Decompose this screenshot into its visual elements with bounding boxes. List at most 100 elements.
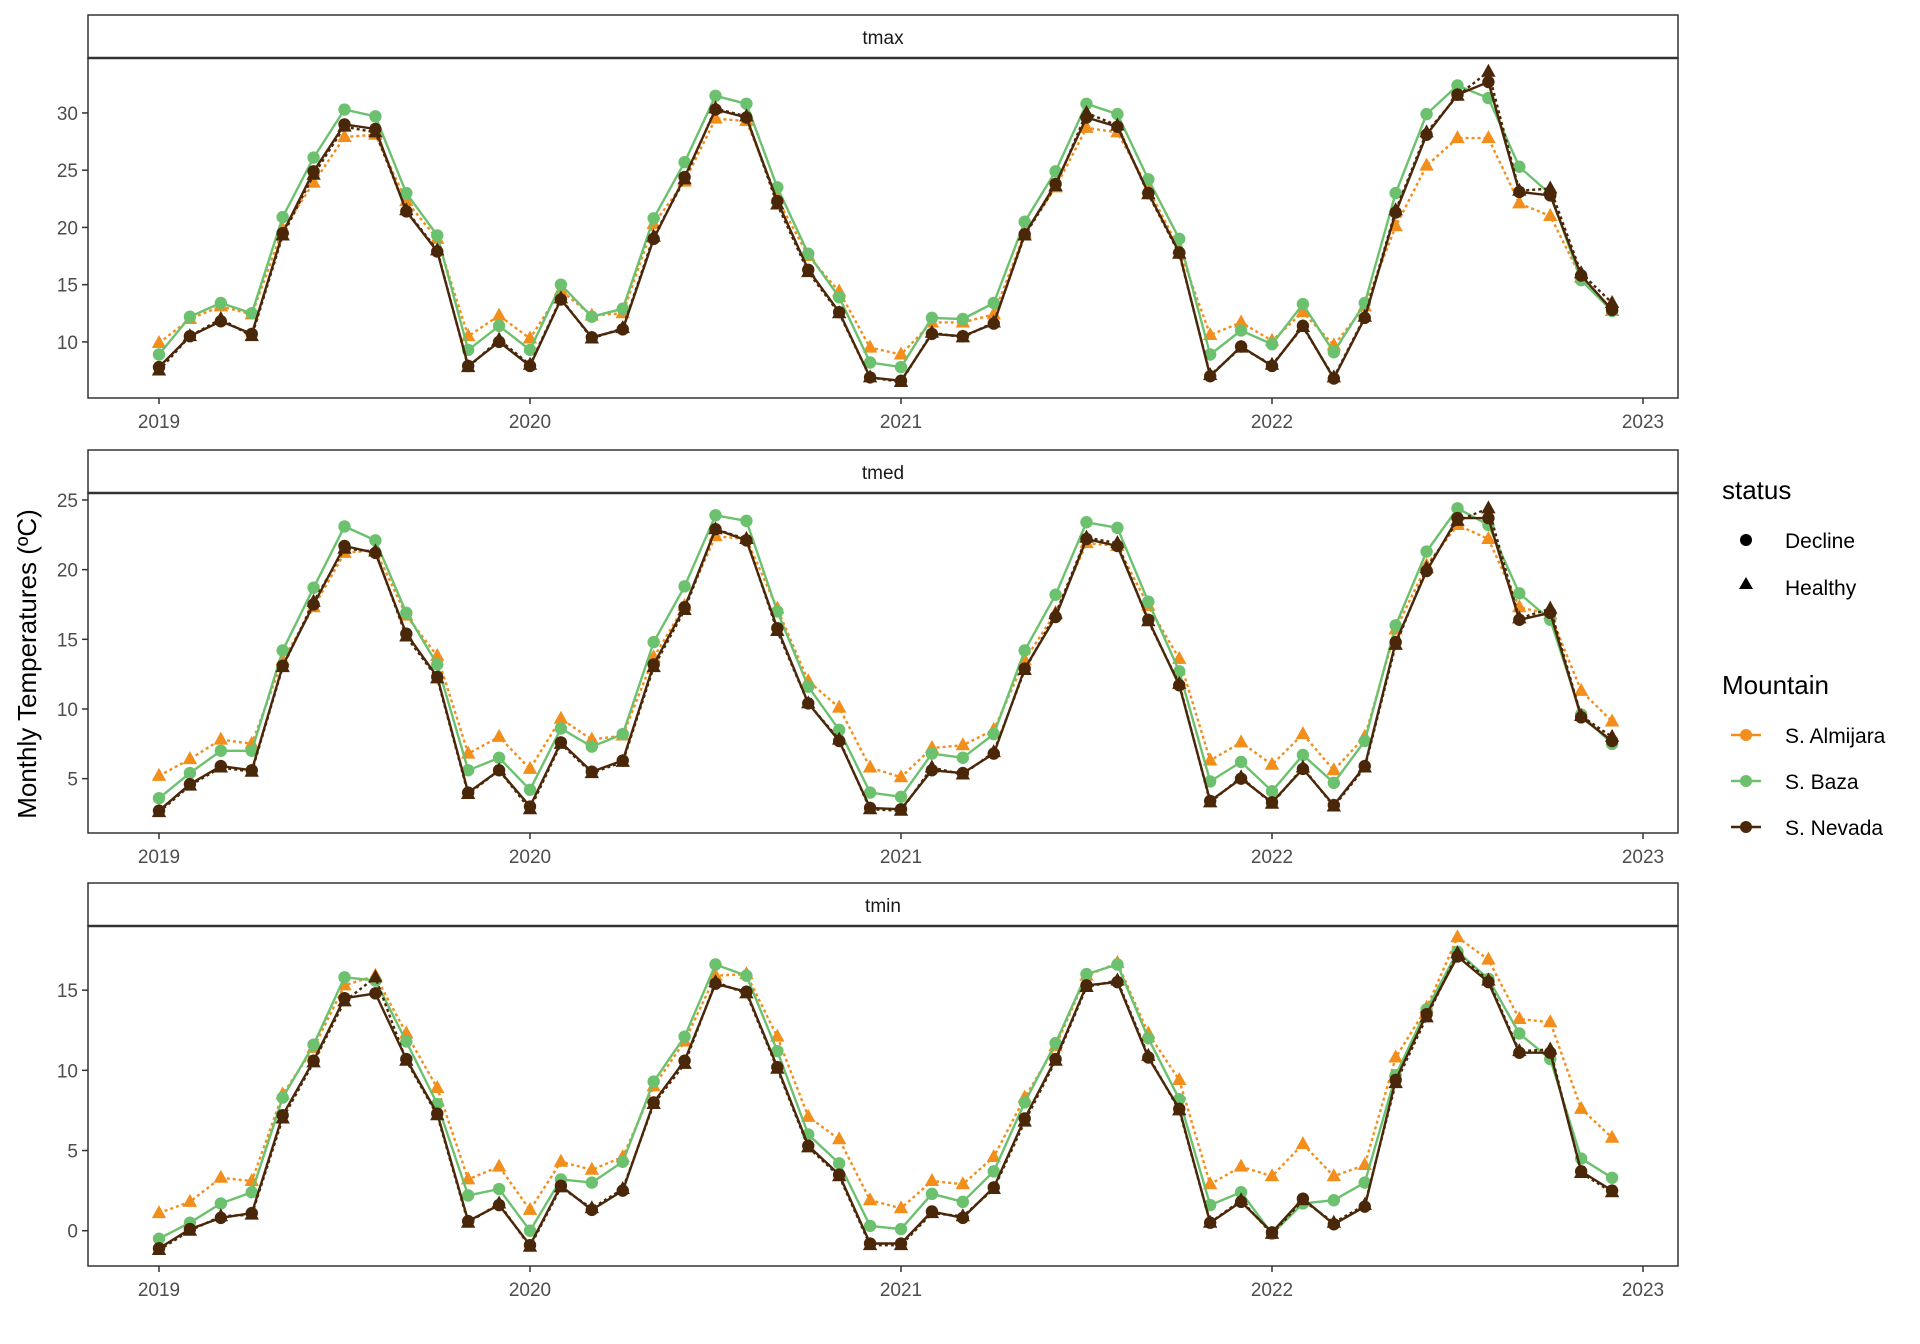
x-tick-label: 2021 xyxy=(880,412,922,433)
point-s-nevada-decline xyxy=(1420,128,1433,141)
point-s-nevada-decline xyxy=(1173,246,1186,259)
point-s-nevada-decline xyxy=(1234,340,1248,353)
point-s-nevada-decline xyxy=(1173,1102,1186,1116)
point-s-baza-decline xyxy=(1018,1096,1031,1109)
point-s-baza-decline xyxy=(740,969,753,982)
point-s-nevada-decline xyxy=(1574,711,1588,724)
point-s-almijara-healthy xyxy=(1295,726,1311,740)
point-s-nevada-decline xyxy=(1049,1052,1062,1066)
x-tick-label: 2020 xyxy=(509,847,551,868)
point-s-nevada-decline xyxy=(1605,303,1619,317)
point-s-nevada-decline xyxy=(678,1054,691,1067)
point-s-nevada-decline xyxy=(925,1205,939,1218)
point-s-almijara-healthy xyxy=(151,1205,167,1219)
point-s-nevada-decline xyxy=(1296,1192,1310,1205)
point-s-nevada-decline xyxy=(647,232,660,246)
point-s-almijara-healthy xyxy=(1604,1129,1620,1143)
point-s-nevada-decline xyxy=(461,1214,475,1228)
point-s-nevada-decline xyxy=(554,736,568,749)
point-s-baza-decline xyxy=(987,1165,1000,1178)
point-s-baza-decline xyxy=(461,1189,475,1202)
x-tick-label: 2021 xyxy=(880,1280,922,1301)
point-s-baza-decline xyxy=(956,312,970,326)
point-s-baza-decline xyxy=(771,1044,784,1058)
point-s-nevada-decline xyxy=(1420,564,1433,578)
point-s-nevada-decline xyxy=(740,534,753,547)
point-s-almijara-healthy xyxy=(1233,1158,1249,1172)
point-s-baza-decline xyxy=(863,1219,877,1233)
point-s-baza-decline xyxy=(276,1091,289,1104)
point-s-baza-decline xyxy=(863,356,877,369)
point-s-baza-decline xyxy=(183,766,197,780)
point-s-baza-decline xyxy=(987,727,1000,741)
point-s-baza-decline xyxy=(307,151,320,164)
point-s-baza-decline xyxy=(925,1187,939,1201)
series-line-s-nevada-decline xyxy=(158,955,1613,1250)
point-s-nevada-decline xyxy=(1358,1200,1371,1213)
point-s-almijara-healthy xyxy=(1543,207,1558,221)
point-s-nevada-decline xyxy=(1605,1184,1619,1197)
point-s-nevada-decline xyxy=(523,800,537,813)
point-s-almijara-healthy xyxy=(1388,1049,1403,1063)
point-s-nevada-decline xyxy=(1389,635,1402,649)
point-s-nevada-decline xyxy=(585,1203,599,1217)
point-s-nevada-decline xyxy=(461,359,475,373)
panel-tmin-label: tmin xyxy=(865,896,901,917)
point-s-baza-decline xyxy=(523,343,537,357)
point-s-baza-decline xyxy=(152,791,166,805)
y-tick-label: 15 xyxy=(57,630,78,651)
point-s-baza-decline xyxy=(1358,734,1371,748)
point-s-almijara-healthy xyxy=(337,128,352,142)
panel-tmed-label: tmed xyxy=(862,463,904,484)
series-line-s-almijara-healthy xyxy=(158,523,1613,779)
point-s-nevada-decline xyxy=(771,621,784,635)
point-s-almijara-healthy xyxy=(584,731,600,745)
point-s-nevada-decline xyxy=(1111,120,1124,133)
point-s-almijara-healthy xyxy=(553,1153,569,1167)
point-s-baza-decline xyxy=(1142,173,1155,186)
point-s-nevada-decline xyxy=(956,1211,970,1225)
point-s-nevada-decline xyxy=(183,778,197,791)
y-tick-label: 15 xyxy=(57,276,78,297)
point-s-nevada-decline xyxy=(771,1060,784,1074)
point-s-baza-decline xyxy=(431,658,444,671)
point-s-nevada-decline xyxy=(863,371,877,384)
point-s-almijara-healthy xyxy=(1079,119,1094,133)
point-s-baza-decline xyxy=(894,360,908,374)
point-s-baza-decline xyxy=(554,278,568,291)
point-s-almijara-healthy xyxy=(1481,530,1496,544)
point-s-baza-decline xyxy=(152,348,166,361)
point-s-nevada-decline xyxy=(1234,772,1248,785)
point-s-nevada-decline xyxy=(709,523,722,536)
point-s-almijara-healthy xyxy=(1264,1168,1280,1182)
point-s-baza-decline xyxy=(369,110,382,123)
x-tick-label: 2023 xyxy=(1622,412,1664,433)
point-s-nevada-decline xyxy=(1142,1051,1155,1064)
point-s-nevada-decline xyxy=(1142,613,1155,627)
point-s-baza-decline xyxy=(987,296,1000,310)
point-s-nevada-decline xyxy=(678,170,691,184)
point-s-almijara-healthy xyxy=(584,1161,600,1175)
y-tick-label: 20 xyxy=(57,218,78,239)
legend-almijara-dot xyxy=(1740,729,1752,741)
point-s-baza-decline xyxy=(338,103,351,116)
point-s-baza-decline xyxy=(585,740,599,753)
point-s-nevada-decline xyxy=(616,1184,629,1197)
y-tick-label: 10 xyxy=(57,333,78,354)
point-s-almijara-healthy xyxy=(182,1193,198,1207)
point-s-baza-decline xyxy=(1327,1194,1341,1207)
point-s-baza-decline xyxy=(400,186,413,200)
point-s-nevada-decline xyxy=(987,747,1000,760)
legend-baza-label: S. Baza xyxy=(1785,771,1859,794)
point-s-baza-decline xyxy=(647,635,660,649)
point-s-nevada-decline xyxy=(956,329,970,343)
point-s-baza-decline xyxy=(1389,186,1402,200)
point-s-nevada-decline xyxy=(709,103,722,116)
point-s-baza-decline xyxy=(616,302,629,315)
point-s-nevada-decline xyxy=(400,205,413,218)
point-s-baza-decline xyxy=(1513,1027,1526,1040)
point-s-baza-decline xyxy=(245,744,258,757)
point-s-baza-decline xyxy=(1080,967,1093,981)
point-s-baza-decline xyxy=(678,1030,691,1043)
point-s-baza-decline xyxy=(461,764,475,777)
